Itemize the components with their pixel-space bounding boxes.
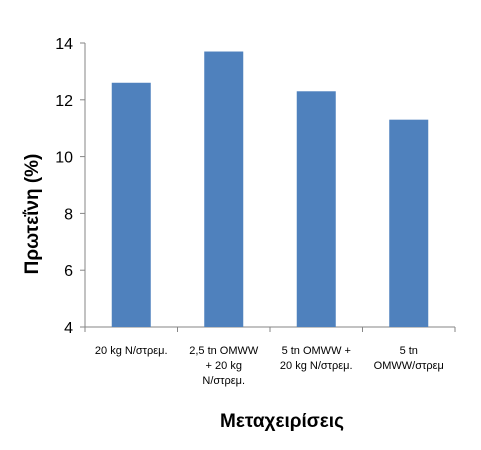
x-category-label-line: N/στρεμ. bbox=[202, 375, 245, 387]
x-category-label-line: 20 kg N/στρεμ. bbox=[280, 360, 353, 372]
y-tick-label: 8 bbox=[64, 206, 73, 223]
y-tick-label: 12 bbox=[55, 93, 73, 110]
bar bbox=[296, 91, 336, 327]
y-tick-label: 4 bbox=[64, 320, 73, 337]
x-category-label: 20 kg N/στρεμ. bbox=[95, 345, 168, 357]
x-category-label-line: 5 tn bbox=[400, 345, 418, 357]
y-axis-title: Πρωτεΐνη (%) bbox=[22, 154, 43, 275]
x-category-label-line: 20 kg N/στρεμ. bbox=[95, 345, 168, 357]
y-tick-label: 6 bbox=[64, 263, 73, 280]
bar bbox=[389, 119, 429, 328]
x-category-label-line: OMWW/στρεμ bbox=[374, 360, 444, 372]
bars bbox=[111, 51, 429, 328]
x-category-label: 5 tn OMWW + 20 kg N/στρεμ. bbox=[280, 345, 353, 372]
x-category-label: 2,5 tn OMWW + 20 kg N/στρεμ. bbox=[189, 345, 259, 387]
x-axis-title: Μεταχειρίσεις bbox=[220, 411, 344, 432]
x-category-label: 5 tn OMWW/στρεμ bbox=[374, 345, 444, 372]
bar bbox=[111, 82, 151, 327]
x-axis-category-labels: 20 kg N/στρεμ. 2,5 tn OMWW + 20 kg N/στρεμ.… bbox=[95, 345, 444, 387]
y-tick-label: 14 bbox=[55, 36, 73, 53]
x-category-label-line: 5 tn OMWW + bbox=[282, 345, 351, 357]
bar bbox=[204, 51, 244, 328]
x-category-label-line: 2,5 tn OMWW bbox=[189, 345, 259, 357]
y-tick-label: 10 bbox=[55, 150, 73, 167]
x-category-label-line: + 20 kg bbox=[206, 360, 242, 372]
